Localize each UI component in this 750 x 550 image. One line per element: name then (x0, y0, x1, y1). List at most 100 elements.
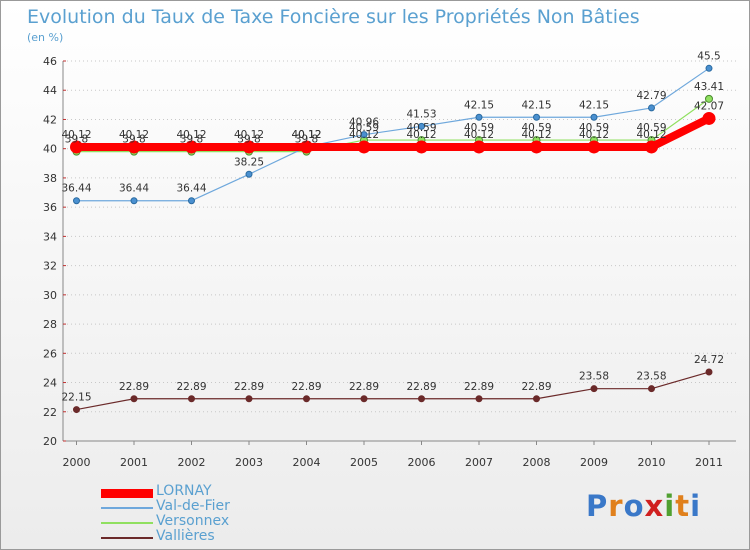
data-point-val-de-fier (188, 197, 195, 205)
logo-letter: r (608, 489, 624, 523)
proxiti-logo: Proxiti (586, 489, 701, 523)
data-point-val-de-fier (533, 113, 540, 121)
y-tick-label: 30 (43, 289, 57, 302)
x-tick-label: 2008 (523, 456, 551, 469)
data-label-vallieres: 22.89 (176, 381, 206, 393)
legend-label: LORNAY (156, 483, 212, 499)
data-label-vallieres: 22.89 (521, 381, 551, 393)
data-point-val-de-fier (245, 170, 253, 178)
data-point-vallieres (533, 395, 540, 403)
data-label-versonnex: 39.8 (180, 134, 203, 146)
data-point-lornay (415, 140, 428, 154)
x-tick-label: 2004 (293, 456, 321, 469)
data-label-lornay: 40.12 (464, 129, 494, 141)
x-tick-label: 2001 (120, 456, 148, 469)
data-point-lornay (70, 140, 83, 154)
y-tick-label: 38 (43, 172, 57, 185)
data-label-vallieres: 23.58 (579, 371, 609, 383)
data-label-vallieres: 24.72 (694, 354, 724, 366)
legend-label: Val-de-Fier (156, 498, 230, 514)
logo-letter: P (586, 489, 609, 523)
data-point-lornay (645, 140, 658, 154)
data-point-vallieres (360, 395, 368, 403)
legend-item: Vallières (101, 528, 301, 545)
x-tick-label: 2010 (638, 456, 666, 469)
data-point-lornay (530, 140, 543, 154)
data-point-lornay (357, 140, 371, 154)
legend-item: Versonnex (101, 513, 301, 530)
data-label-lornay: 42.07 (694, 100, 724, 112)
data-point-versonnex (705, 94, 713, 103)
x-tick-label: 2011 (695, 456, 723, 469)
data-point-val-de-fier (130, 197, 138, 205)
data-label-vallieres: 22.89 (119, 381, 149, 393)
legend: LORNAY Val-de-Fier Versonnex Vallières (101, 483, 301, 545)
series-line-val-de-fier (75, 67, 710, 202)
data-label-versonnex: 40.59 (636, 122, 666, 134)
data-label-lornay: 40.12 (234, 129, 264, 141)
legend-item: Val-de-Fier (101, 498, 301, 515)
data-label-vallieres: 22.15 (61, 392, 91, 404)
x-tick-label: 2006 (408, 456, 436, 469)
data-label-vallieres: 22.89 (464, 381, 494, 393)
data-label-val-de-fier: 42.15 (464, 99, 494, 111)
data-point-vallieres (188, 395, 195, 403)
series-line-vallieres (75, 371, 710, 411)
data-point-val-de-fier (705, 64, 713, 72)
logo-letter: x (644, 489, 665, 523)
data-label-lornay: 40.12 (521, 129, 551, 141)
data-label-vallieres: 22.89 (234, 381, 264, 393)
data-point-val-de-fier (73, 197, 80, 205)
data-label-vallieres: 23.58 (636, 371, 666, 383)
data-label-lornay: 40.12 (176, 129, 206, 141)
y-tick-label: 26 (43, 347, 57, 360)
data-label-versonnex: 39.8 (122, 134, 145, 146)
line-chart: 20 22 24 26 28 30 32 34 36 38 40 42 44 46 2000 2001 2002… (43, 50, 736, 469)
y-tick-label: 46 (43, 55, 57, 68)
data-label-val-de-fier: 36.44 (176, 183, 206, 195)
x-tick-label: 2005 (350, 456, 378, 469)
y-tick-label: 22 (43, 406, 57, 419)
data-point-lornay (242, 140, 256, 154)
data-label-versonnex: 40.59 (579, 122, 609, 134)
data-point-vallieres (245, 395, 253, 403)
data-point-vallieres (418, 395, 425, 403)
data-label-lornay: 40.12 (636, 129, 666, 141)
logo-letter: t (675, 489, 691, 523)
data-point-vallieres (303, 395, 310, 403)
y-tick-label: 34 (43, 230, 57, 243)
data-label-vallieres: 22.89 (406, 381, 436, 393)
data-label-lornay: 40.12 (119, 129, 149, 141)
data-label-lornay: 40.12 (291, 129, 321, 141)
series-line-versonnex (75, 98, 710, 153)
y-tick-label: 24 (43, 377, 57, 390)
legend-label: Versonnex (156, 513, 230, 529)
logo-letter: o (623, 489, 645, 523)
data-label-val-de-fier: 45.5 (697, 50, 720, 62)
data-label-val-de-fier: 38.25 (234, 156, 264, 168)
data-point-val-de-fier (360, 131, 368, 139)
data-label-val-de-fier: 40.12 (291, 129, 321, 141)
data-label-versonnex: 40.59 (349, 122, 379, 134)
data-label-versonnex: 43.41 (694, 81, 724, 93)
data-label-lornay: 40.12 (406, 129, 436, 141)
y-tick-label: 28 (43, 318, 57, 331)
data-point-vallieres (705, 368, 713, 376)
data-point-val-de-fier (590, 113, 598, 121)
data-label-val-de-fier: 36.44 (119, 183, 149, 195)
data-point-vallieres (73, 406, 80, 414)
x-tick-label: 2007 (465, 456, 493, 469)
data-label-val-de-fier: 36.44 (61, 183, 91, 195)
data-point-val-de-fier (648, 104, 655, 112)
data-point-lornay (702, 111, 716, 125)
data-label-versonnex: 40.59 (464, 122, 494, 134)
data-label-lornay: 40.12 (579, 129, 609, 141)
chart-title: Evolution du Taux de Taxe Foncière sur l… (27, 6, 640, 28)
data-point-lornay (472, 140, 486, 154)
data-point-vallieres (130, 395, 138, 403)
data-label-versonnex: 40.59 (521, 122, 551, 134)
y-tick-label: 44 (43, 84, 57, 97)
data-label-lornay: 40.12 (61, 129, 91, 141)
data-point-vallieres (475, 395, 483, 403)
